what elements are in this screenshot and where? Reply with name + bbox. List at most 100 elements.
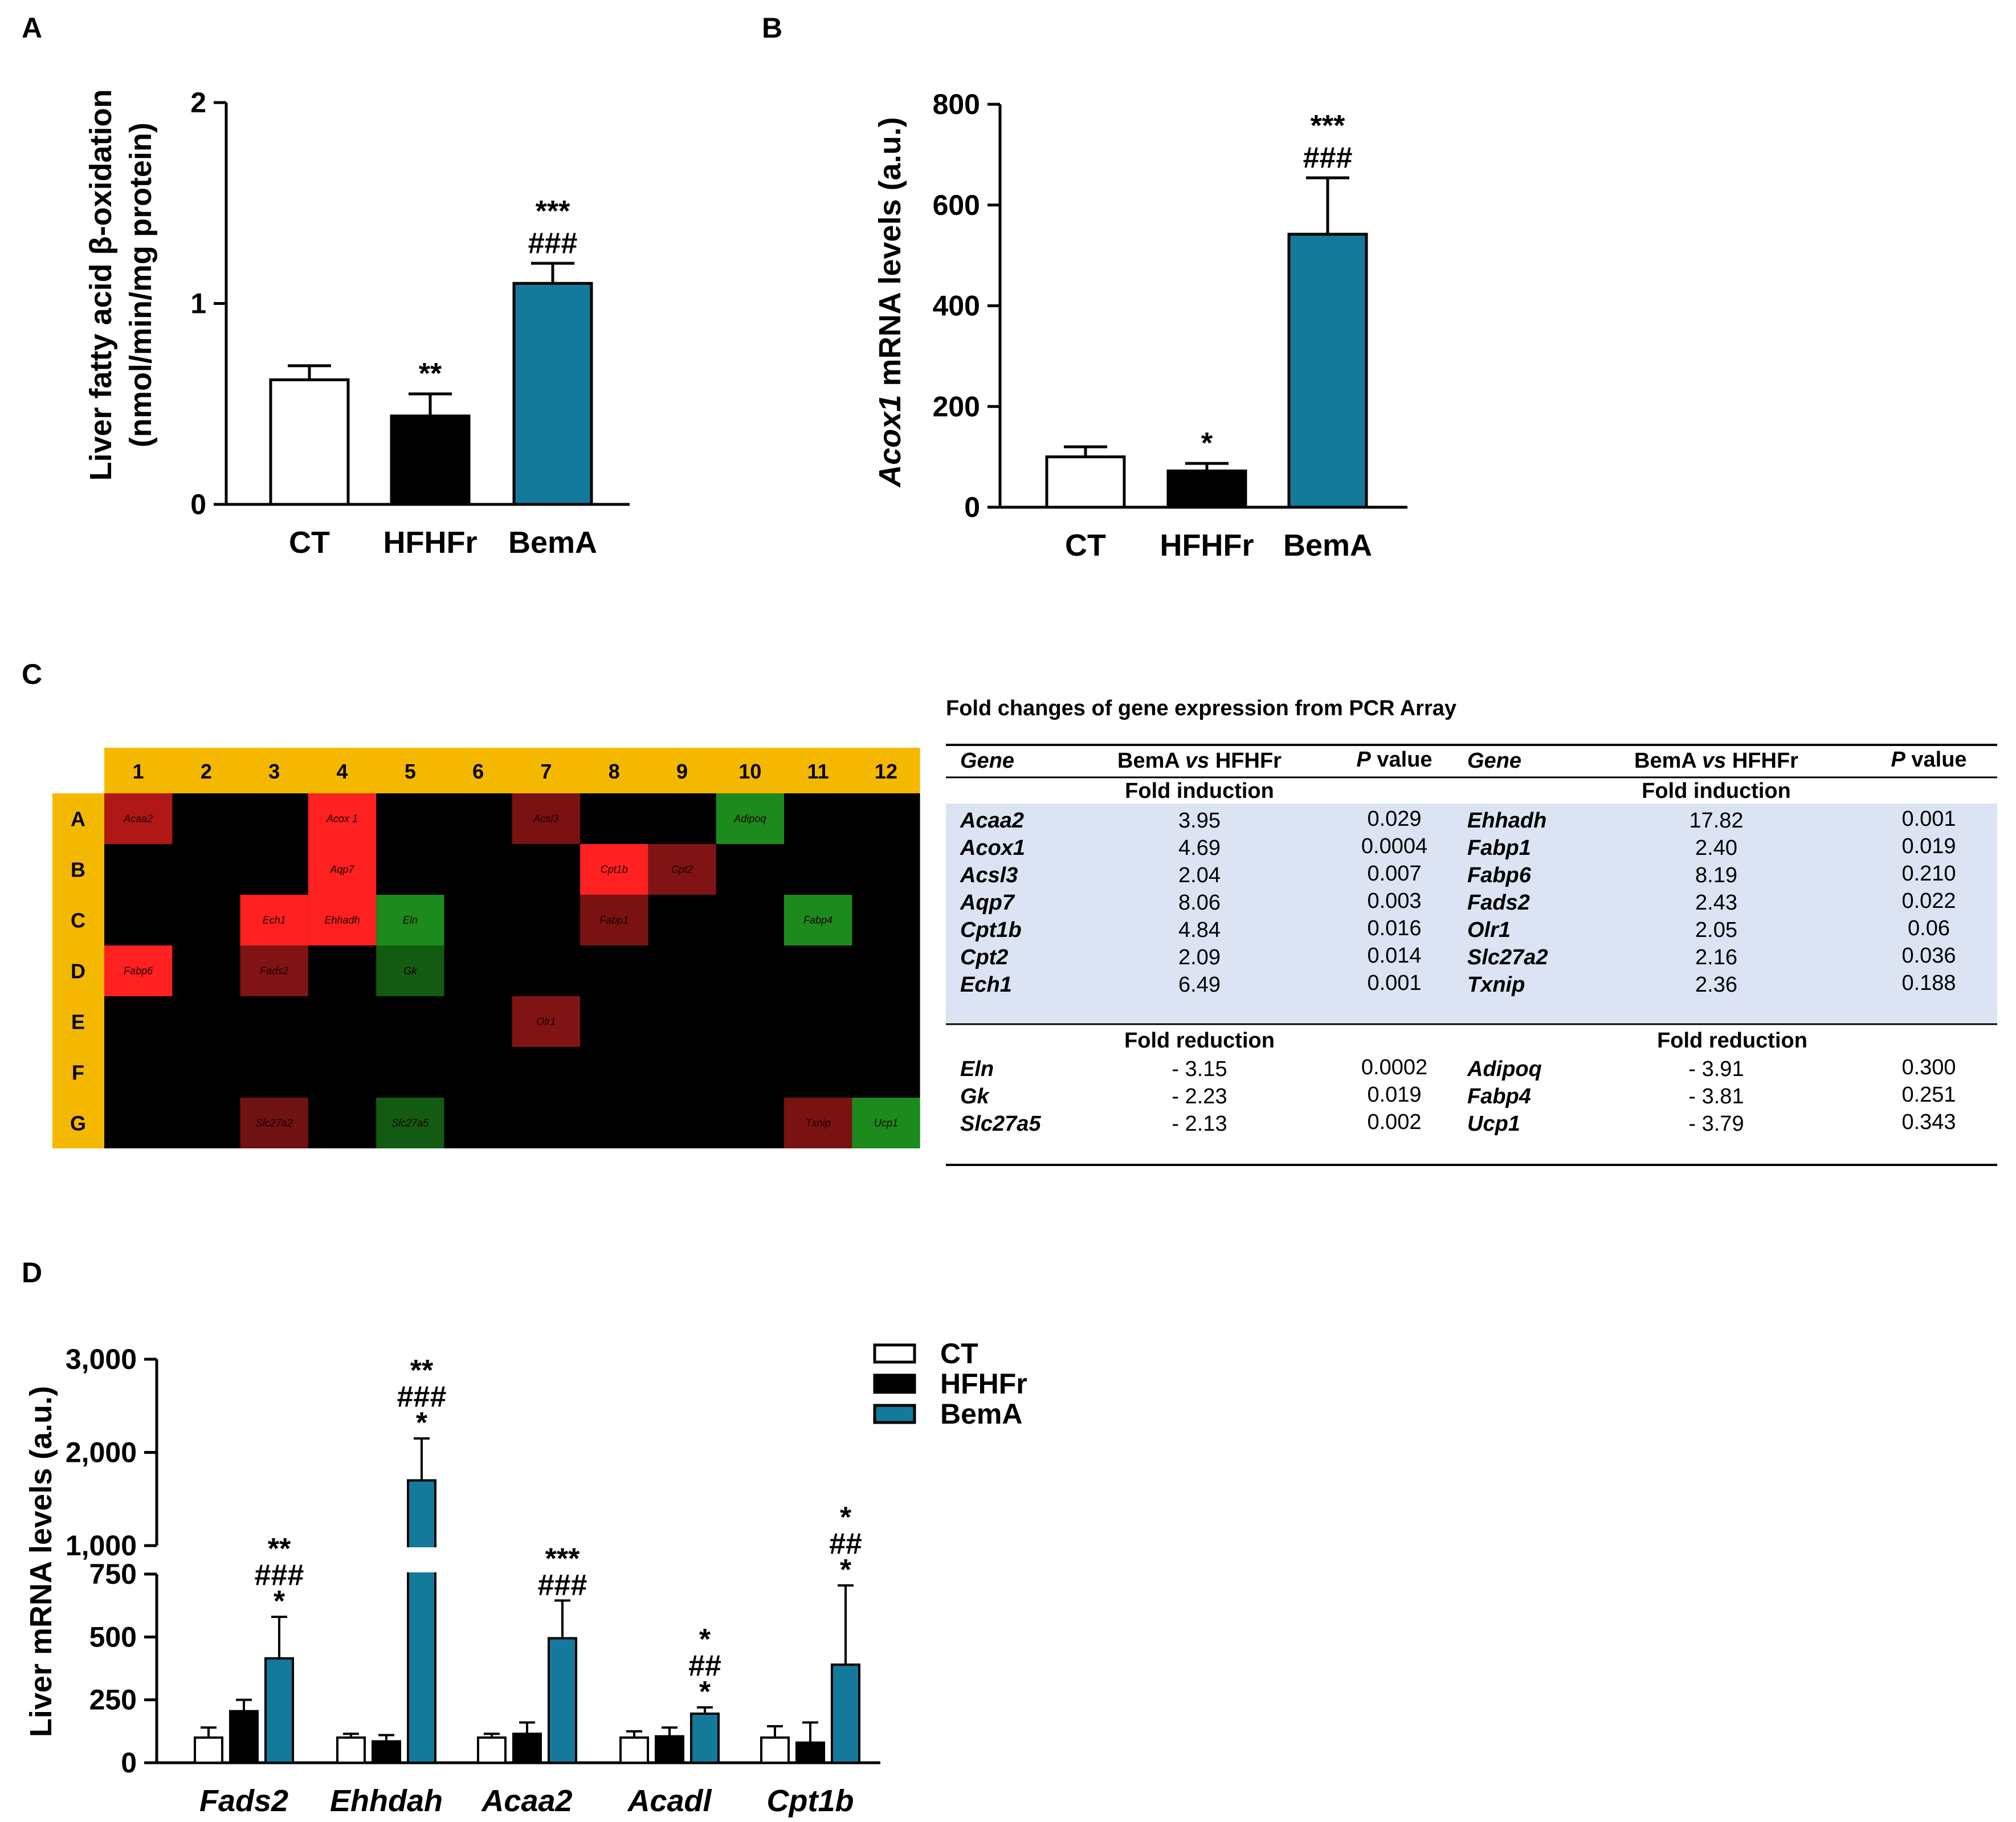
legend-swatch-bema: [873, 1404, 916, 1424]
table-gene: Fads2: [1467, 891, 1530, 915]
table-pvalue: 0.001: [1367, 971, 1421, 995]
heatmap-col-label: 5: [405, 760, 416, 783]
table-induction-band: [946, 804, 1997, 1022]
heatmap-cell-label: Fads2: [260, 965, 288, 977]
table-fold: 6.49: [1178, 973, 1221, 997]
bar-hfhfr: [655, 1735, 684, 1764]
panel-label-a: A: [22, 12, 42, 44]
significance-mark: ***: [1311, 109, 1345, 142]
table-pvalue: 0.019: [1901, 834, 1956, 858]
significance-mark: ###: [1303, 141, 1353, 174]
heatmap-cell-label: Ucp1: [874, 1118, 898, 1129]
table-gene: Eln: [960, 1057, 994, 1081]
heatmap-cell: [240, 895, 308, 945]
heatmap-col-label: 3: [268, 760, 280, 783]
bar-ct: [619, 1736, 649, 1764]
table-gene: Adipoq: [1467, 1057, 1542, 1081]
x-tick-label: Fads2: [199, 1784, 288, 1818]
heatmap-cell: [852, 1098, 920, 1148]
table-fold: 2.05: [1695, 918, 1737, 942]
table-fold: 3.95: [1178, 809, 1221, 833]
chart-a: Liver fatty acid β-oxidation (nmol/min/m…: [84, 87, 630, 560]
table-fold: - 3.81: [1688, 1085, 1744, 1108]
heatmap-col-label: 9: [676, 760, 688, 783]
x-tick-label: Acaa2: [480, 1784, 572, 1818]
table-fold: 2.40: [1695, 836, 1737, 860]
table-pvalue: 0.210: [1901, 862, 1956, 886]
heatmap-cell: [308, 793, 377, 844]
header-cmp-vs-right: vs: [1702, 749, 1726, 773]
table-gene: Fabp4: [1467, 1085, 1531, 1108]
y-tick-label: 800: [933, 88, 980, 120]
y-tick-label: 400: [933, 290, 980, 322]
bar-bema: [1287, 233, 1368, 509]
heatmap-row-label: F: [72, 1061, 84, 1085]
chart-d-legend: CT HFHFr BemA: [873, 1338, 1027, 1430]
header-cmp-a-left: BemA: [1117, 749, 1185, 773]
bar-bema: [831, 1663, 860, 1764]
panel-label-d: D: [22, 1257, 42, 1289]
header-cmp-b-right: HFHFr: [1726, 749, 1798, 773]
table-gene: Acox1: [960, 836, 1025, 860]
heatmap-cell-label: Ehhadh: [325, 915, 360, 926]
heatmap-col-label: 12: [875, 760, 897, 783]
heatmap-row-label: B: [71, 858, 85, 882]
y-tick-label: 2: [190, 87, 206, 119]
significance-mark: ###: [397, 1380, 447, 1413]
y-tick-label: 3,000: [66, 1343, 137, 1375]
table-fold: - 3.91: [1688, 1057, 1744, 1081]
heatmap-cell: [784, 1098, 852, 1148]
table-pvalue: 0.0004: [1361, 834, 1427, 858]
table-header-gene-left: Gene: [960, 749, 1014, 773]
y-tick-label: 500: [89, 1621, 137, 1653]
x-tick-label: BemA: [1283, 528, 1372, 563]
significance-mark: ***: [536, 195, 570, 228]
table-reduction-label-left: Fold reduction: [1124, 1029, 1275, 1053]
heatmap-cell: [104, 945, 173, 996]
heatmap-cell-label: Adipoq: [733, 813, 766, 825]
significance-mark: *: [840, 1501, 852, 1534]
heatmap-cell-label: Slc27a2: [256, 1118, 293, 1129]
y-tick-label: 0: [190, 488, 206, 520]
table-fold: 2.16: [1695, 945, 1737, 969]
bar-bema: [407, 1479, 436, 1764]
y-tick-label: 1: [190, 288, 206, 320]
x-tick-label: Cpt1b: [767, 1784, 854, 1818]
table-rows: Acaa2 3.95 0.029 Acox1 4.69 0.0004 Acsl3 2.04 0.…: [960, 807, 1956, 1136]
heatmap-col-label: 4: [337, 760, 348, 783]
heatmap-cell: [512, 996, 581, 1047]
y-tick-label: 600: [933, 189, 980, 221]
y-tick-label: 1,000: [66, 1530, 137, 1562]
bar-hfhfr: [229, 1710, 259, 1764]
header-p-left: P: [1356, 748, 1371, 772]
chart-d-ylabel: Liver mRNA levels (a.u.): [24, 1386, 58, 1737]
heatmap-cell-label: Slc27a5: [391, 1118, 429, 1129]
table-gene: Aqp7: [960, 891, 1015, 915]
bar-ct: [760, 1736, 790, 1764]
table-pvalue: 0.188: [1901, 971, 1956, 995]
table-gene: Txnip: [1467, 973, 1525, 997]
heatmap-cell: [240, 945, 308, 996]
table-fold: 8.06: [1178, 891, 1221, 915]
heatmap-cell: [580, 844, 648, 895]
heatmap-cell-label: Acox 1: [326, 813, 358, 825]
heatmap-cell: [376, 895, 444, 945]
bar-ct: [1045, 455, 1126, 509]
table-pvalue: 0.300: [1901, 1055, 1956, 1079]
table-fold: 4.69: [1178, 836, 1221, 860]
heatmap-col-label: 6: [472, 760, 484, 783]
x-tick-label: CT: [289, 525, 330, 560]
chart-b-ylabel-gene: Acox1: [873, 395, 907, 488]
header-p-rest-left: value: [1371, 748, 1433, 772]
heatmap-cell-label: Cpt2: [671, 864, 693, 875]
table-fold: - 3.15: [1172, 1057, 1227, 1081]
chart-b-ylabel: Acox1 mRNA levels (a.u.): [873, 117, 907, 488]
bar-bema: [690, 1712, 720, 1764]
chart-b-ylabel-rest: mRNA levels (a.u.): [873, 117, 907, 394]
heatmap-cell-label: Acsl3: [533, 813, 558, 825]
heatmap-row-label: A: [71, 808, 85, 831]
legend-swatch-ct: [873, 1343, 916, 1364]
heatmap-cell-label: Eln: [403, 915, 418, 926]
heatmap-cell-label: Fabp4: [803, 915, 832, 926]
